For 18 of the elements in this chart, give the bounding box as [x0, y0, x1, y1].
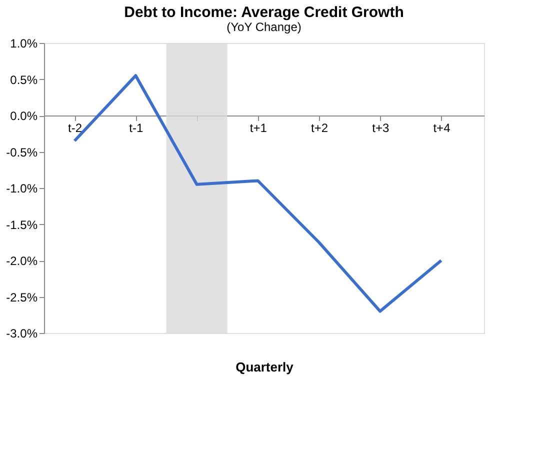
x-tick-label: t+3: [372, 121, 390, 135]
x-tick-label: t-2: [68, 121, 82, 135]
x-tick-label: t-1: [129, 121, 144, 135]
y-tick-label: -0.5%: [6, 145, 38, 160]
x-tick-label: t+2: [310, 121, 328, 135]
y-tick-label: -2.5%: [6, 290, 38, 304]
chart-title: Debt to Income: Average Credit Growth: [124, 4, 404, 21]
y-tick-label: -2.0%: [6, 254, 38, 268]
x-axis-title: Quarterly: [236, 360, 294, 374]
y-tick-label: -1.5%: [6, 218, 38, 232]
x-tick-label: t+4: [433, 121, 451, 135]
y-tick-label: 1.0%: [10, 36, 38, 50]
y-tick-label: 0.0%: [10, 109, 38, 123]
y-tick-label: -1.0%: [6, 182, 38, 196]
y-tick-label: 0.5%: [10, 72, 38, 87]
x-tick-label: t+1: [250, 121, 268, 135]
y-tick-label: -3.0%: [6, 326, 38, 340]
chart-subtitle: (YoY Change): [226, 20, 302, 34]
